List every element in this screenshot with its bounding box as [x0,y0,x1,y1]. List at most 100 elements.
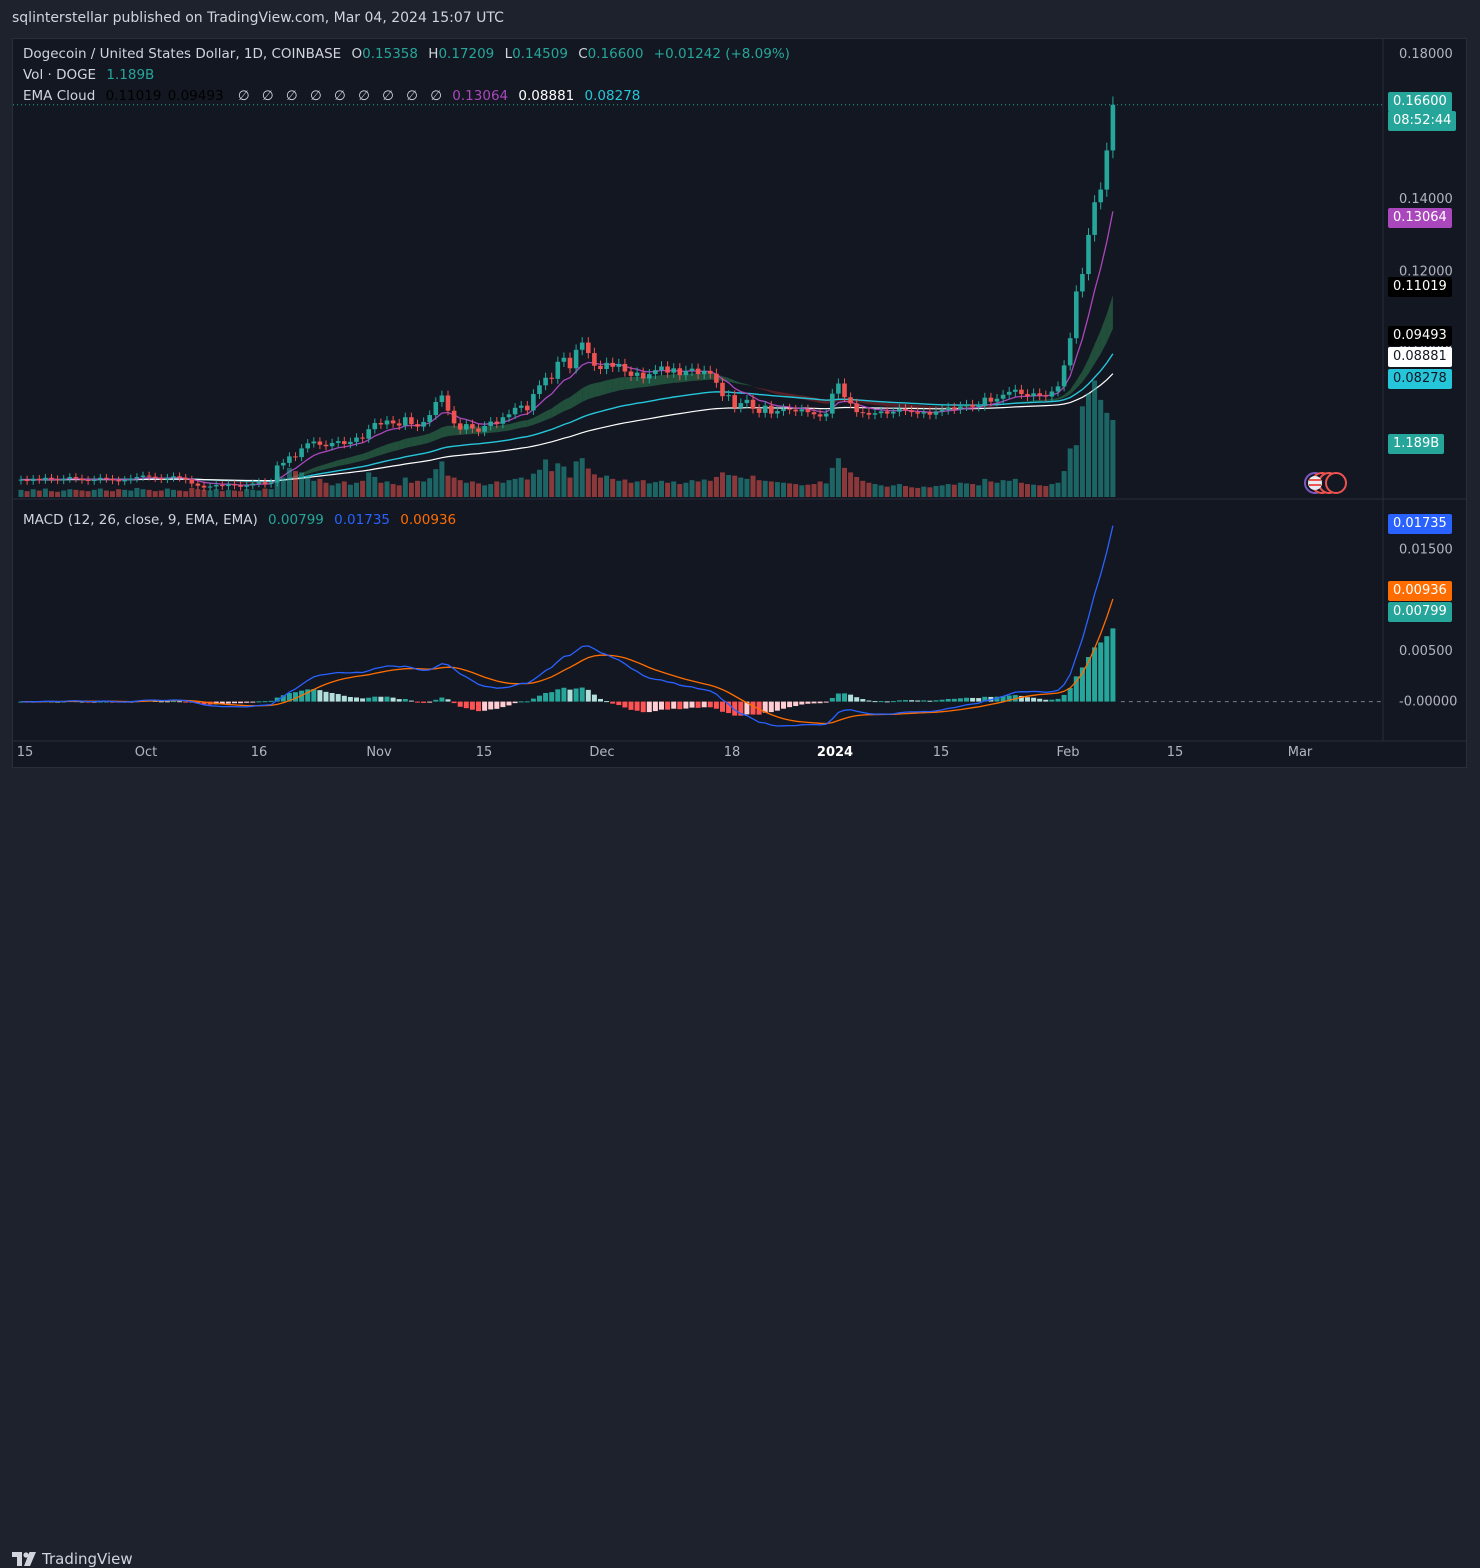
candle [787,409,792,410]
legend-high-label: H [428,46,438,62]
volume-bar [629,483,634,497]
candle [238,485,243,486]
chart-svg[interactable]: 0.180000.140000.120000.100000.015000.005… [13,39,1466,767]
candle [818,414,823,416]
legend-symbol[interactable]: Dogecoin / United States Dollar, 1D, COI… [23,46,341,62]
candle [385,420,390,424]
macd-histogram-bar [409,701,414,702]
ema-cloud-segment [692,374,698,382]
ema-cloud-segment [503,424,509,431]
candle [287,456,292,463]
volume-bar [604,476,609,497]
macd-histogram-bar [177,701,182,702]
volume-bar [482,485,487,497]
volume-bar [720,472,725,497]
candle [519,406,524,408]
candle [708,371,713,374]
legend-high: 0.17209 [438,46,494,62]
macd-histogram-bar [537,696,542,702]
volume-bar [403,478,408,497]
candle [360,438,365,439]
candle [373,423,378,429]
candle [824,414,829,417]
volume-bar [513,479,518,497]
legend-macd-label[interactable]: MACD (12, 26, close, 9, EMA, EMA) [23,512,258,528]
volume-bar [1013,479,1018,497]
macd-histogram-bar [513,702,518,704]
candle [1013,390,1018,392]
macd-histogram-bar [616,702,621,705]
candle [141,476,146,477]
macd-histogram-bar [232,702,237,704]
candle [281,463,286,466]
time-axis-label: 15 [476,745,493,760]
candle [299,448,304,457]
volume-bar [1074,445,1079,497]
candle [922,412,927,413]
candle [37,479,42,480]
macd-histogram-bar [647,702,652,712]
chart-frame[interactable]: 0.180000.140000.120000.100000.015000.005… [12,38,1467,768]
candle [409,417,414,424]
volume-bar [958,483,963,497]
ema-cloud-segment [332,460,338,467]
macd-histogram-bar [519,701,524,702]
candle [464,424,469,429]
volume-bar [757,480,762,497]
macd-hist-label: 0.00799 [1388,602,1452,622]
candle [415,424,420,427]
candle [507,414,512,417]
candle [891,412,896,414]
volume-bar [177,491,182,497]
candle [275,465,280,482]
legend-macd-line: 0.01735 [334,512,390,528]
ema-cloud-segment [393,441,399,451]
volume-bar [378,483,383,497]
legend-close: 0.16600 [588,46,644,62]
candle [440,395,445,402]
tradingview-logo[interactable]: TradingView [12,1550,133,1568]
volume-bar [726,475,731,497]
candle [342,441,347,444]
legend-volume-label[interactable]: Vol · DOGE [23,67,96,83]
ema-cloud-segment [887,403,893,407]
volume-bar [122,490,127,497]
volume-bar [153,491,158,497]
ema-cloud-segment [906,404,912,408]
ema-cloud-segment [576,388,582,405]
legend-symbol-row: Dogecoin / United States Dollar, 1D, COI… [23,46,790,62]
candle [928,412,933,415]
macd-signal-line [21,599,1113,724]
macd-histogram-bar [470,702,475,710]
legend-change: +0.01242 (+8.09%) [654,46,790,62]
volume-bar [622,480,627,497]
ema-cloud-segment [631,377,637,389]
ema-cloud-segment [497,425,503,432]
volume-bar [915,488,920,497]
macd-histogram-bar [586,690,591,702]
candle [1019,390,1024,394]
candle [110,479,115,480]
candle [702,371,707,374]
macd-histogram-bar [226,702,231,704]
volume-bar [1043,486,1048,497]
volume-bar [189,488,194,497]
legend-ema-label[interactable]: EMA Cloud [23,88,95,104]
volume-bar [80,491,85,497]
candle [43,478,48,480]
candle [793,410,798,412]
macd-histogram-bar [677,702,682,710]
macd-histogram-bar [934,700,939,701]
volume-bar [665,483,670,497]
candle [55,479,60,480]
macd-histogram-bar [629,702,634,710]
macd-histogram-bar [775,702,780,711]
volume-bar [391,484,396,497]
candle [1068,338,1073,365]
volume-bar [659,481,664,497]
volume-bar [1031,485,1036,497]
macd-histogram-bar [1037,699,1042,702]
volume-bar [86,491,91,497]
legend-open-label: O [352,46,363,62]
volume-bar [446,476,451,497]
